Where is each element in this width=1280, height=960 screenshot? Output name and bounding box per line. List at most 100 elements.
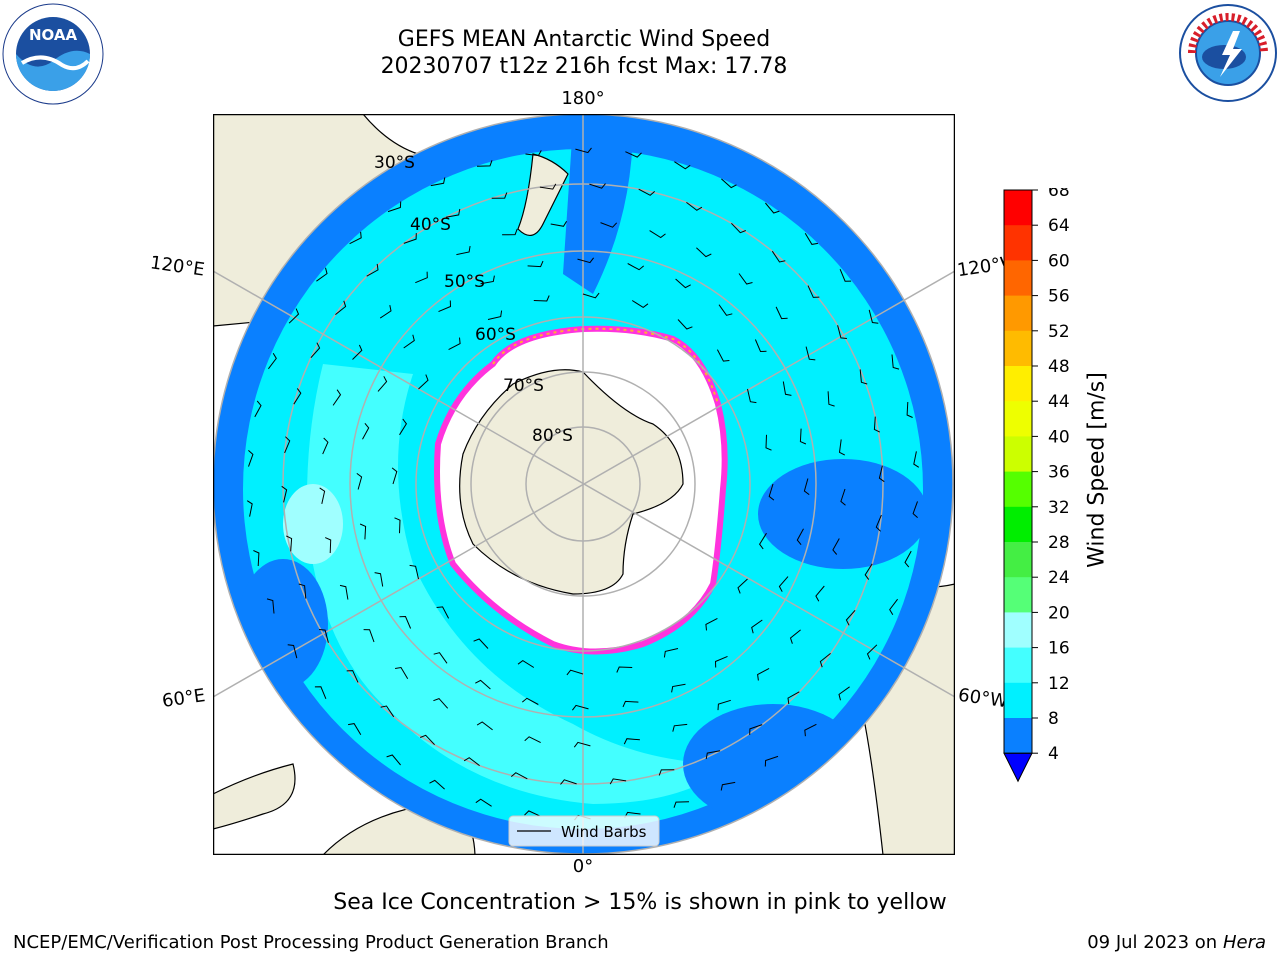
wind-barb [837, 325, 847, 339]
wind-barb [359, 523, 367, 540]
wind-barb [491, 192, 508, 199]
nws-logo [1179, 4, 1277, 102]
wind-barb [566, 669, 584, 676]
footer-date-text: 09 Jul 2023 on [1087, 932, 1218, 953]
wind-barb [573, 741, 591, 748]
wind-barb [335, 300, 347, 315]
wind-barb [616, 666, 633, 673]
chart-title: GEFS MEAN Antarctic Wind Speed [397, 27, 771, 52]
wind-barb [362, 422, 370, 440]
wind-barb [525, 150, 542, 157]
wind-barb [386, 754, 401, 766]
wind-barb [395, 666, 409, 679]
wind-barb [671, 683, 686, 693]
wind-barb [677, 319, 693, 330]
colorbar-segment [1004, 647, 1032, 684]
wind-barb [438, 300, 452, 313]
wind-barb [889, 598, 898, 615]
footer-machine: Hera [1222, 932, 1266, 953]
wind-barb [904, 550, 912, 568]
wind-barb [418, 374, 429, 390]
colorbar-tick-label: 20 [1048, 603, 1070, 623]
wind-barb [284, 436, 291, 454]
wind-barb [875, 514, 882, 532]
wind-barb [649, 230, 666, 239]
wind-barb [868, 309, 879, 324]
wind-barb [575, 147, 592, 154]
wind-barb [322, 437, 329, 455]
wind-barb [721, 178, 737, 189]
wind-barb [906, 401, 913, 418]
wind-barb [714, 655, 728, 668]
wind-barb [807, 285, 820, 298]
wind-barb [815, 585, 825, 602]
colorbar-segment [1004, 471, 1032, 508]
antarctica-land [459, 369, 684, 595]
wind-barb [577, 257, 594, 264]
wind-barb [380, 705, 395, 718]
wind-barb [476, 721, 493, 731]
wind-barb [764, 755, 779, 767]
wind-barb [840, 488, 846, 506]
wind-barb [560, 779, 577, 785]
wind-barb [539, 183, 557, 190]
wind-barb [627, 263, 645, 271]
wind-barb [248, 450, 254, 467]
lat-label-80s: 80°S [532, 426, 573, 446]
wind-barb [789, 629, 801, 644]
wind-barb [349, 231, 362, 245]
wind-barb [778, 576, 789, 592]
noaa-logo: NOAA [2, 3, 104, 105]
wind-barb [609, 778, 627, 785]
wind-barb [348, 723, 362, 735]
wind-barb [409, 564, 419, 580]
wind-barb [737, 578, 748, 594]
colorbar-tick-label: 68 [1048, 188, 1070, 201]
wind-barb [377, 376, 388, 392]
map-frame [213, 114, 955, 855]
wind-barb [845, 609, 856, 626]
wind-barb [838, 439, 846, 456]
colorbar-segment [1004, 330, 1032, 367]
wind-barb [696, 247, 712, 258]
wind-barb [394, 517, 401, 534]
wind-barb [796, 528, 804, 546]
wind-barb [475, 798, 492, 807]
wind-barb [716, 349, 730, 362]
wind-barb [475, 679, 491, 690]
wind-barb [363, 629, 375, 643]
wind-barb [589, 183, 606, 189]
wind-barb [864, 563, 873, 580]
chart-subtitle: 20230707 t12z 216h fcst Max: 17.78 [380, 54, 788, 79]
legend-text: Wind Barbs [561, 823, 647, 841]
wind-barb [287, 644, 298, 659]
wind-barb [912, 501, 918, 518]
lat-label-50s: 50°S [444, 272, 485, 292]
wind-barb [658, 769, 675, 776]
wind-barb [686, 202, 703, 211]
wind-barb [420, 734, 435, 746]
wind-barb [266, 598, 275, 614]
wind-barb [246, 500, 253, 517]
wind-barb [356, 473, 363, 490]
colorbar-segment [1004, 436, 1032, 473]
wind-barb [298, 583, 307, 599]
wind-barb [521, 697, 539, 705]
colorbar-segment [1004, 682, 1032, 719]
wind-barb [873, 416, 881, 433]
sea-ice-note: Sea Ice Concentration > 15% is shown in … [333, 890, 947, 915]
antarctic-map: Wind Barbs 30°S 40°S 50°S 60°S 70°S 80°S [213, 114, 955, 855]
wind-barb [473, 638, 489, 649]
wind-barb [717, 699, 731, 711]
colorbar-tick-label: 56 [1048, 287, 1070, 307]
colorbar-tick-label: 32 [1048, 498, 1070, 518]
wind-barb [502, 228, 518, 236]
wind-barb [638, 188, 656, 196]
legend-box [508, 815, 660, 847]
colorbar-segment [1004, 295, 1032, 332]
wind-barb [285, 535, 293, 552]
lat-label-60s: 60°S [475, 325, 516, 345]
colorbar-segment [1004, 542, 1032, 578]
wind-barb [747, 388, 757, 404]
